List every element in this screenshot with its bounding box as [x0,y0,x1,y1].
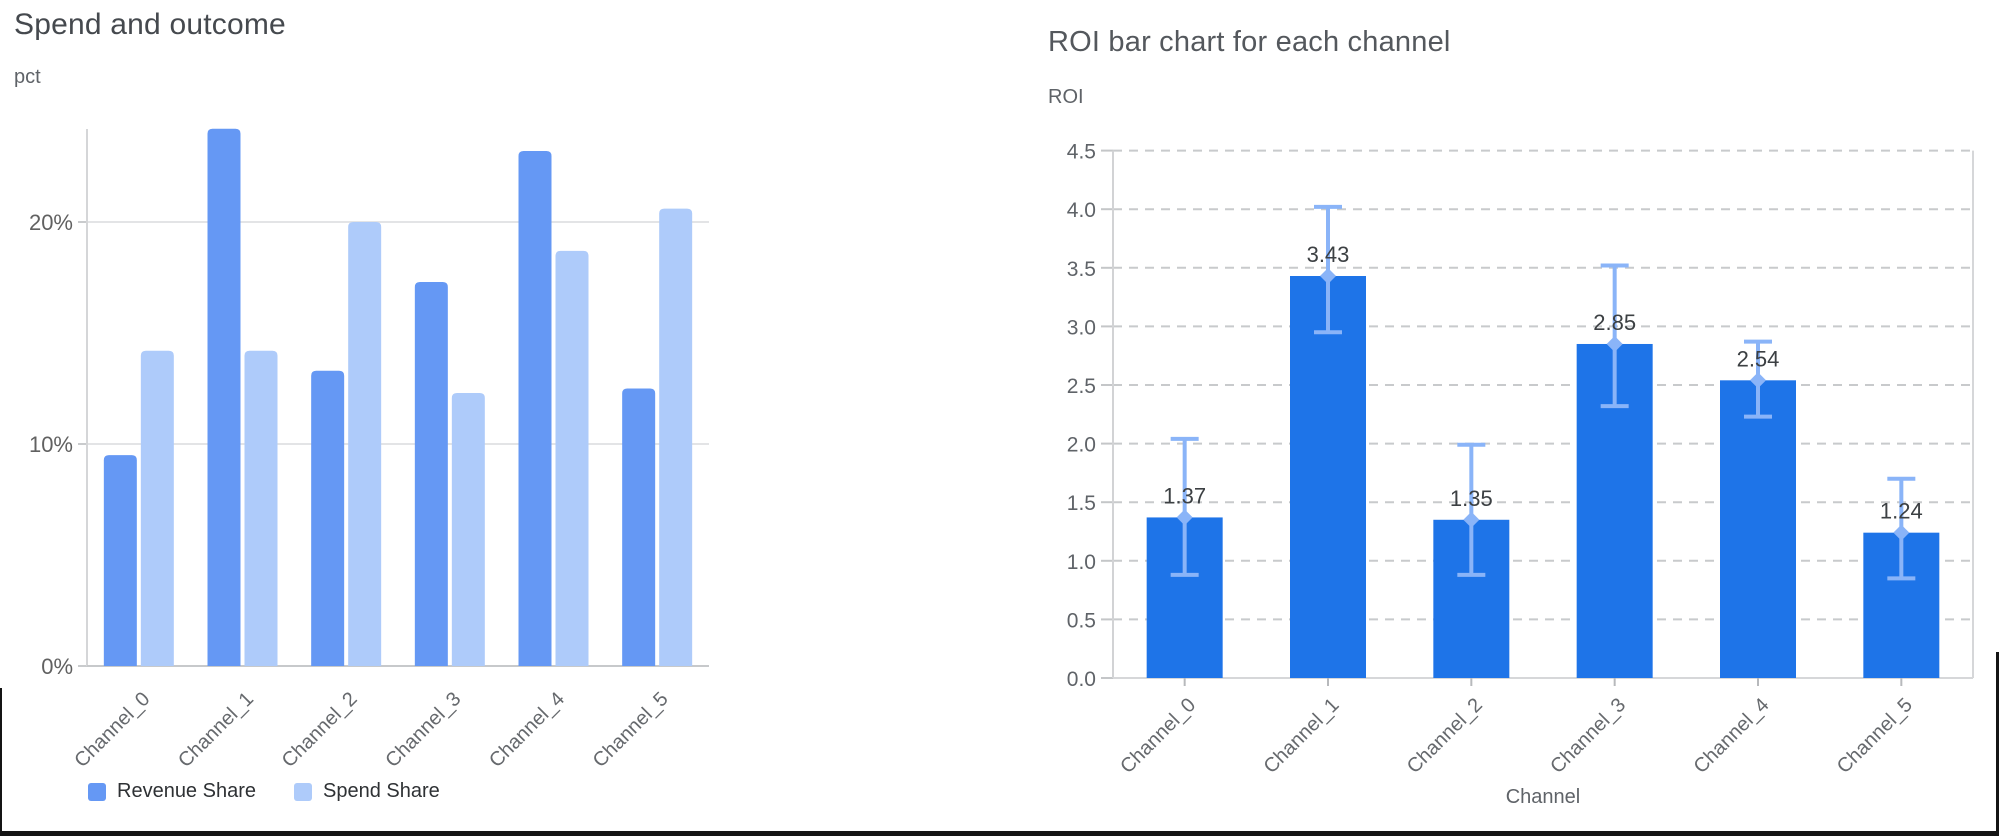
right-y-tick-label-2.0: 2.0 [1067,434,1096,457]
roi-value-label-channel_5: 1.24 [1880,499,1923,524]
right-chart-x-axis-title: Channel [1505,786,1581,808]
bar-revenue-share-channel_5 [622,388,656,666]
revenue-share-swatch [88,782,106,801]
roi-value-label-channel_0: 1.37 [1163,483,1206,508]
left-x-tick-label-channel_3: Channel_3 [381,688,465,772]
right-chart-title: ROI bar chart for each channel [1048,26,1451,58]
error-bar-marker-channel_1 [1320,268,1336,285]
bar-revenue-share-channel_1 [207,128,241,666]
right-y-tick-label-4.5: 4.5 [1067,141,1096,164]
left-y-tick-label-10%: 10% [29,432,73,457]
left-chart-y-unit-label: pct [14,66,41,88]
bar-spend-share-channel_5 [659,208,693,666]
roi-bar-channel_1 [1290,276,1366,678]
bar-revenue-share-channel_0 [103,455,137,666]
revenue-share-label: Revenue Share [117,780,256,802]
left-x-tick-label-channel_2: Channel_2 [278,688,362,772]
right-x-tick-label-channel_1: Channel_1 [1260,694,1344,778]
error-bar-marker-channel_4 [1750,372,1766,389]
right-y-tick-label-2.5: 2.5 [1067,375,1096,398]
frame-right-border [1996,652,1999,831]
left-x-tick-label-channel_0: Channel_0 [70,688,154,772]
bar-revenue-share-channel_2 [311,370,345,666]
bar-revenue-share-channel_4 [518,150,552,667]
bar-spend-share-channel_2 [348,222,382,666]
left-chart-legend: Revenue Share Spend Share [88,780,440,803]
right-y-tick-label-0.5: 0.5 [1067,609,1096,632]
right-x-tick-label-channel_0: Channel_0 [1116,694,1200,778]
left-chart-plot: 0%10%20%Channel_0 Channel_1 Channel_2 Chann… [29,128,709,772]
right-x-tick-label-channel_3: Channel_3 [1546,694,1630,778]
left-y-tick-label-0%: 0% [41,654,73,679]
error-bar-marker-channel_2 [1463,511,1480,528]
right-y-tick-label-4.0: 4.0 [1067,199,1096,222]
spend-share-swatch [293,782,312,801]
bar-spend-share-channel_1 [244,350,278,666]
left-y-tick-label-20%: 20% [29,210,73,235]
spend-share-label: Spend Share [322,780,440,802]
frame-left-border [0,688,2,831]
bar-spend-share-channel_4 [555,250,589,667]
roi-value-label-channel_1: 3.43 [1307,242,1350,267]
right-y-tick-label-3.0: 3.0 [1067,316,1096,339]
roi-value-label-channel_4: 2.54 [1737,346,1780,371]
left-x-tick-label-channel_5: Channel_5 [589,688,673,772]
roi-value-label-channel_3: 2.85 [1593,310,1636,335]
right-y-tick-label-0.0: 0.0 [1067,668,1096,691]
right-y-tick-label-1.0: 1.0 [1067,551,1096,574]
right-x-tick-label-channel_5: Channel_5 [1833,694,1917,778]
left-x-tick-label-channel_1: Channel_1 [174,688,258,772]
right-chart-y-axis-title: ROI [1048,86,1084,108]
right-x-tick-label-channel_2: Channel_2 [1403,694,1487,778]
roi-bar-channel_4 [1720,380,1796,678]
error-bar-marker-channel_0 [1176,509,1193,526]
left-chart-title: Spend and outcome [14,8,286,41]
bar-spend-share-channel_0 [140,350,174,666]
roi-value-label-channel_2: 1.35 [1450,486,1493,511]
error-bar-marker-channel_3 [1606,335,1623,352]
right-y-tick-label-3.5: 3.5 [1067,258,1096,281]
left-x-tick-label-channel_4: Channel_4 [485,688,569,772]
bar-spend-share-channel_3 [451,392,485,666]
right-chart-plot: 0.0 0.5 1.0 1.5 2.0 2.5 3.0 3.5 4.0 4.5 1.37 Channe… [1067,141,1974,778]
legend-item-revenue-share: Revenue Share [88,780,256,803]
right-x-tick-label-channel_4: Channel_4 [1690,694,1774,778]
bar-revenue-share-channel_3 [414,281,448,666]
right-y-tick-label-1.5: 1.5 [1067,492,1096,515]
legend-item-spend-share: Spend Share [293,780,440,803]
error-bar-marker-channel_5 [1893,524,1910,541]
frame-bottom-border [0,831,1999,836]
